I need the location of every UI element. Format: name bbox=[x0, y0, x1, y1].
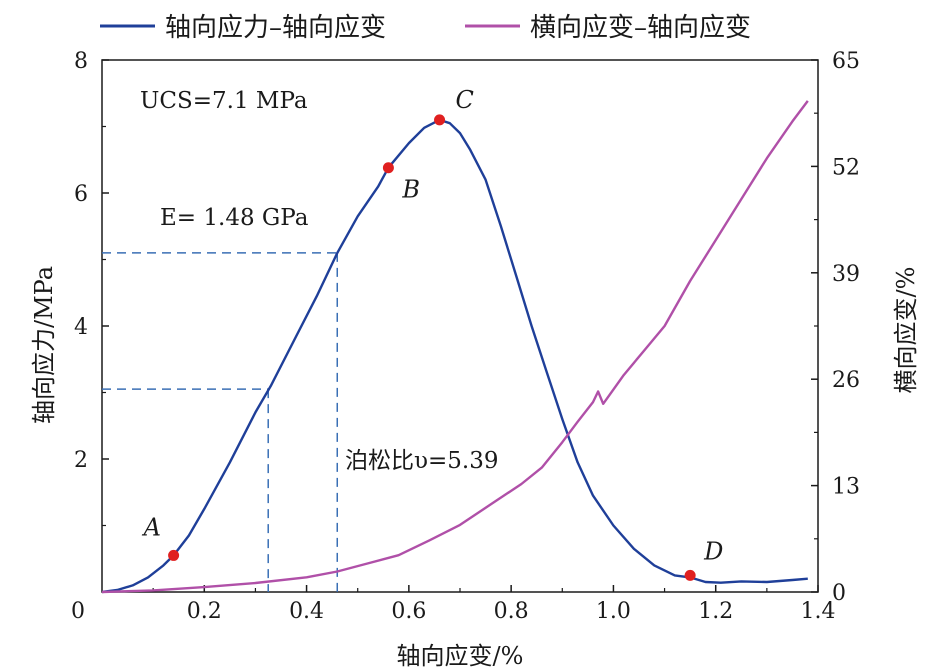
y-tick-label: 8 bbox=[74, 49, 88, 74]
x-tick-label: 0.4 bbox=[289, 599, 324, 624]
y-axis-left: 2 4 6 8 bbox=[74, 49, 109, 527]
legend: 轴向应力–轴向应变 横向应变–轴向应变 bbox=[100, 13, 751, 43]
modulus-annotation: E= 1.48 GPa bbox=[160, 205, 309, 231]
y-tick-label: 6 bbox=[74, 182, 88, 207]
plot-frame bbox=[101, 59, 819, 593]
y2-tick-label: 26 bbox=[832, 368, 860, 393]
x-tick-label: 1.0 bbox=[596, 599, 631, 624]
x-axis: 0.2 0.4 0.6 0.8 1.0 1.2 1.4 bbox=[152, 585, 836, 624]
y-tick-label: 4 bbox=[74, 315, 88, 340]
poisson-annotation: 泊松比υ=5.39 bbox=[345, 448, 498, 474]
x-tick-label: 0.8 bbox=[494, 599, 529, 624]
x-tick-label: 0.2 bbox=[187, 599, 222, 624]
key-point-c bbox=[434, 114, 446, 126]
legend-label-stress: 轴向应力–轴向应变 bbox=[165, 13, 386, 43]
y-tick-label: 2 bbox=[74, 448, 88, 473]
x-axis-title: 轴向应变/% bbox=[397, 642, 524, 670]
key-points: A B C D bbox=[142, 86, 723, 581]
y2-axis-title: 横向应变/% bbox=[892, 267, 920, 394]
origin-tick-label: 0 bbox=[71, 599, 85, 624]
y2-tick-label: 52 bbox=[832, 155, 860, 180]
key-point-a bbox=[168, 549, 180, 561]
y2-tick-label: 0 bbox=[832, 581, 846, 606]
series-line-stress bbox=[101, 118, 808, 594]
key-point-label: B bbox=[401, 176, 420, 204]
key-point-d bbox=[684, 569, 696, 581]
series-line-lateral bbox=[101, 100, 809, 594]
y2-tick-label: 65 bbox=[832, 49, 860, 74]
legend-label-lateral: 横向应变–轴向应变 bbox=[530, 13, 751, 43]
x-tick-label: 1.2 bbox=[698, 599, 733, 624]
x-tick-label: 1.4 bbox=[801, 599, 836, 624]
key-point-label: A bbox=[142, 513, 161, 541]
y2-tick-label: 13 bbox=[832, 475, 860, 500]
key-point-b bbox=[382, 162, 394, 174]
series-lines bbox=[101, 100, 809, 594]
y-axis-right: 0 13 26 39 52 65 bbox=[811, 49, 860, 606]
key-point-label: C bbox=[456, 86, 474, 114]
guide-lines bbox=[102, 252, 339, 592]
ucs-annotation: UCS=7.1 MPa bbox=[140, 88, 308, 114]
y-axis-title: 轴向应力/MPa bbox=[30, 266, 58, 424]
x-tick-label: 0.6 bbox=[391, 599, 426, 624]
y2-tick-label: 39 bbox=[832, 262, 860, 287]
key-point-label: D bbox=[703, 537, 723, 565]
